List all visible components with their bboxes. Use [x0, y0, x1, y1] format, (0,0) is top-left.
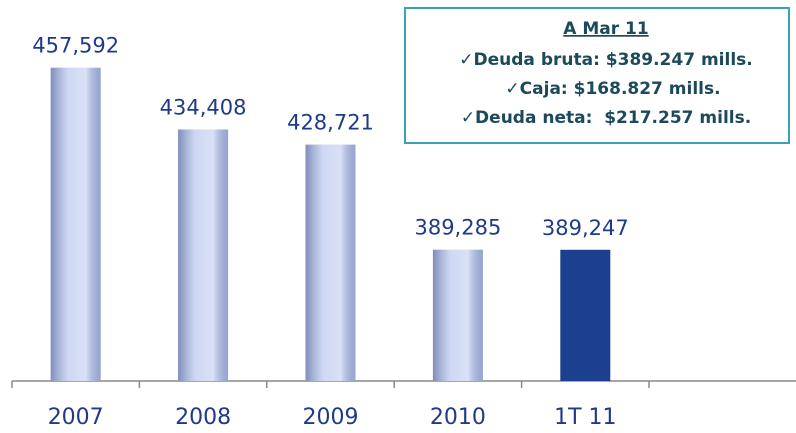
x-tick-label: 2009 [303, 405, 359, 430]
data-label: 389,247 [542, 216, 629, 240]
annotation-box [404, 7, 790, 144]
x-tick-label: 2007 [48, 405, 104, 430]
x-tick-label: 2008 [175, 405, 231, 430]
annotation-title: A Mar 11 [563, 19, 648, 39]
bar-shade [305, 144, 356, 381]
bar [560, 249, 611, 381]
annotation-line: ✓Deuda neta: $217.257 mills. [461, 108, 751, 128]
data-label: 389,285 [414, 216, 501, 240]
x-tick-label: 1T 11 [554, 405, 616, 430]
bar-shade [432, 249, 483, 381]
bar-shade [50, 67, 101, 381]
bar-shade [178, 129, 229, 381]
annotation-line: ✓Caja: $168.827 mills. [505, 79, 720, 99]
x-tick-label: 2010 [430, 405, 486, 430]
annotation-line: ✓Deuda bruta: $389.247 mills. [459, 50, 752, 70]
data-label: 428,721 [287, 111, 374, 135]
data-label: 434,408 [160, 95, 247, 119]
data-label: 457,592 [32, 34, 119, 58]
